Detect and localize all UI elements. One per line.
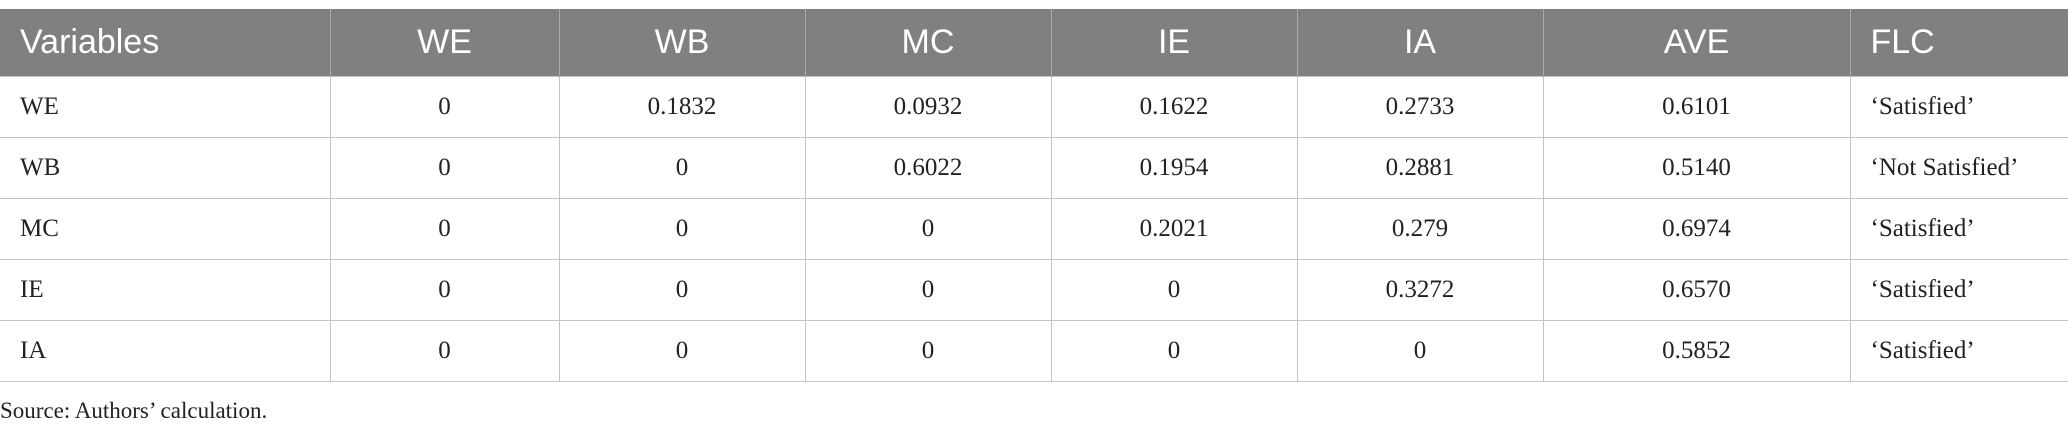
header-cell: WE <box>329 9 559 77</box>
table-cell: 0.6570 <box>1542 259 1851 321</box>
table-cell: 0 <box>1050 320 1298 382</box>
table-cell: 0.3272 <box>1296 259 1544 321</box>
table-cell: 0 <box>1050 259 1298 321</box>
table-row: MC 0 0 0 0.2021 0.279 0.6974 ‘Satisfied’ <box>0 198 2068 260</box>
header-cell: IE <box>1050 9 1297 77</box>
table-cell: MC <box>0 198 331 260</box>
header-cell: FLC <box>1849 9 2068 77</box>
header-cell: WB <box>558 9 805 77</box>
header-cell: IA <box>1296 9 1543 77</box>
table-cell: 0.6022 <box>804 137 1052 199</box>
source-note: Source: Authors’ calculation. <box>0 398 268 423</box>
header-cell: MC <box>804 9 1051 77</box>
table-cell: 0.2733 <box>1296 76 1544 138</box>
table-cell: 0 <box>558 259 806 321</box>
table-cell: IA <box>0 320 331 382</box>
table-row: WB 0 0 0.6022 0.1954 0.2881 0.5140 ‘Not Satisfi… <box>0 137 2068 199</box>
table-cell: ‘Satisfied’ <box>1849 198 2068 260</box>
table-row: WE 0 0.1832 0.0932 0.1622 0.2733 0.6101 ‘Satisf… <box>0 76 2068 138</box>
table-cell: IE <box>0 259 331 321</box>
table-cell: 0 <box>804 198 1052 260</box>
table-cell: ‘Satisfied’ <box>1849 76 2068 138</box>
table-body: WE 0 0.1832 0.0932 0.1622 0.2733 0.6101 ‘Satisf… <box>0 76 2068 382</box>
table-cell: 0.1954 <box>1050 137 1298 199</box>
table-cell: ‘Satisfied’ <box>1849 320 2068 382</box>
table-cell: 0.5852 <box>1542 320 1851 382</box>
table-cell: 0.1832 <box>558 76 806 138</box>
table-cell: 0.2021 <box>1050 198 1298 260</box>
table-cell: 0.5140 <box>1542 137 1851 199</box>
table-cell: 0 <box>329 320 560 382</box>
table-cell: 0.6974 <box>1542 198 1851 260</box>
table-cell: 0 <box>1296 320 1544 382</box>
table-cell: 0 <box>804 259 1052 321</box>
table-cell: 0 <box>804 320 1052 382</box>
table-cell: 0 <box>329 137 560 199</box>
table-cell: 0.1622 <box>1050 76 1298 138</box>
table-cell: 0 <box>558 198 806 260</box>
table-cell: 0 <box>329 259 560 321</box>
table-cell: 0 <box>558 137 806 199</box>
header-cell: Variables <box>0 9 330 77</box>
table-cell: ‘Satisfied’ <box>1849 259 2068 321</box>
table-cell: WB <box>0 137 331 199</box>
table-cell: 0 <box>329 198 560 260</box>
table-row: IA 0 0 0 0 0 0.5852 ‘Satisfied’ <box>0 320 2068 382</box>
table-cell: 0 <box>329 76 560 138</box>
table-cell: ‘Not Satisfied’ <box>1849 137 2068 199</box>
table-cell: 0.279 <box>1296 198 1544 260</box>
table-row: IE 0 0 0 0 0.3272 0.6570 ‘Satisfied’ <box>0 259 2068 321</box>
header-cell: AVE <box>1542 9 1850 77</box>
table-cell: 0.0932 <box>804 76 1052 138</box>
table-cell: 0.2881 <box>1296 137 1544 199</box>
table-cell: WE <box>0 76 331 138</box>
header-row: Variables WE WB MC IE IA AVE FLC <box>0 9 2068 77</box>
table-cell: 0.6101 <box>1542 76 1851 138</box>
table-cell: 0 <box>558 320 806 382</box>
data-table: Variables WE WB MC IE IA AVE FLC WE 0 0.1832 0.093… <box>0 9 2068 382</box>
